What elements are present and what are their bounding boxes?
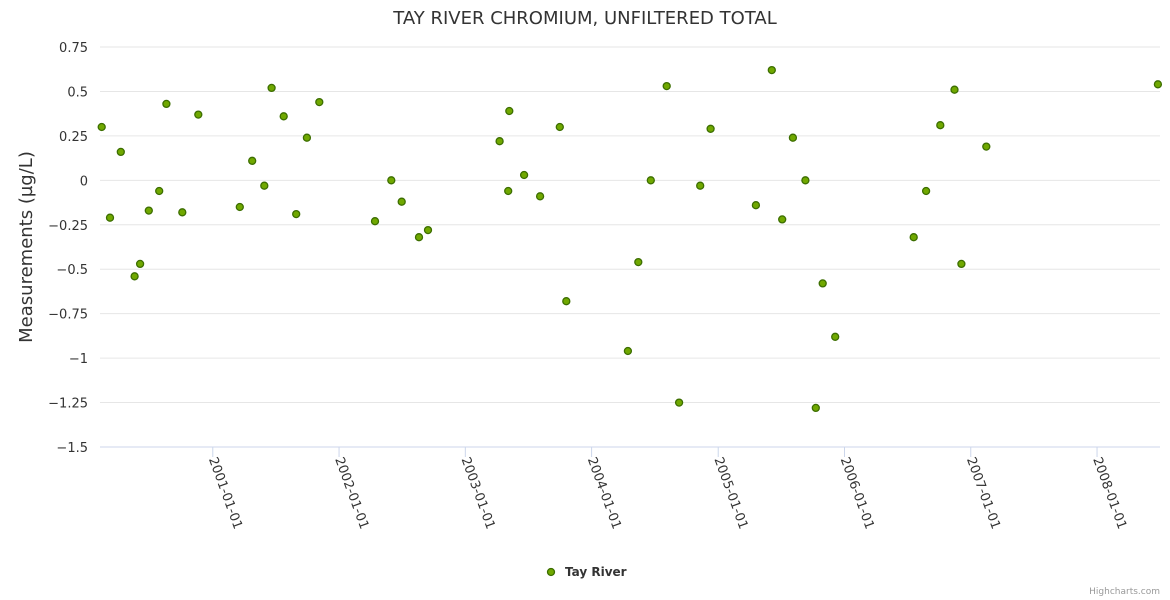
data-point[interactable] [706, 124, 715, 133]
y-tick-label: −0.25 [48, 219, 88, 234]
data-point[interactable] [818, 279, 827, 288]
data-point[interactable] [130, 272, 139, 281]
data-point[interactable] [555, 122, 564, 132]
data-point[interactable] [696, 181, 705, 190]
data-point[interactable] [248, 156, 257, 165]
data-point[interactable] [267, 83, 276, 93]
data-point[interactable] [767, 65, 776, 75]
data-point[interactable] [302, 133, 312, 142]
y-tick-label: −0.75 [48, 308, 88, 323]
y-axis-tick-labels: 0.75 0.5 0.25 0 −0.25 −0.5 −0.75 −1 −1.25 −1.5 [48, 41, 88, 456]
grid-lines [100, 46, 1160, 404]
data-point[interactable] [260, 181, 269, 190]
legend[interactable]: Tay River [546, 565, 627, 579]
y-tick-label: 0.5 [67, 85, 88, 100]
data-point[interactable] [662, 81, 671, 91]
data-point[interactable] [144, 206, 153, 215]
data-point[interactable] [162, 99, 171, 109]
data-point[interactable] [957, 259, 966, 269]
x-axis-ticks: 2001-01-01 2002-01-01 2003-01-01 2004-01-01… [205, 447, 1129, 531]
data-point[interactable] [519, 170, 529, 180]
data-point[interactable] [97, 122, 106, 132]
y-tick-label: −1.5 [56, 441, 88, 456]
data-point[interactable] [801, 176, 810, 185]
x-tick-label: 2007-01-01 [963, 455, 1003, 531]
x-tick-label: 2005-01-01 [710, 455, 750, 531]
data-point[interactable] [811, 403, 820, 413]
data-point[interactable] [315, 97, 324, 107]
data-point[interactable] [504, 186, 513, 196]
data-point[interactable] [751, 201, 761, 210]
data-point[interactable] [414, 233, 424, 242]
x-tick-label: 2006-01-01 [837, 455, 877, 531]
y-tick-label: −1 [69, 352, 88, 367]
data-point[interactable] [950, 85, 959, 94]
y-tick-label: 0.75 [59, 41, 88, 56]
data-point[interactable] [831, 332, 840, 341]
data-point[interactable] [105, 213, 115, 222]
x-tick-label: 2008-01-01 [1089, 455, 1129, 531]
data-point[interactable] [646, 176, 655, 185]
data-point[interactable] [370, 217, 380, 226]
data-point[interactable] [116, 147, 125, 157]
data-point[interactable] [1153, 80, 1163, 89]
y-tick-label: 0 [80, 174, 88, 189]
series-tay-river-points[interactable] [97, 65, 1163, 413]
chart-title: TAY RIVER CHROMIUM, UNFILTERED TOTAL [392, 8, 777, 29]
data-point[interactable] [155, 186, 164, 196]
data-point[interactable] [562, 297, 571, 306]
data-point[interactable] [535, 192, 545, 201]
y-tick-label: 0.25 [59, 130, 88, 145]
credits-link[interactable]: Highcharts.com [1089, 587, 1160, 597]
x-tick-label: 2002-01-01 [331, 455, 371, 531]
y-axis-title: Measurements (µg/L) [16, 151, 37, 343]
data-point[interactable] [387, 176, 396, 185]
data-point[interactable] [194, 110, 203, 119]
data-point[interactable] [982, 142, 991, 151]
x-tick-label: 2003-01-01 [458, 455, 498, 531]
data-point[interactable] [788, 133, 798, 142]
data-point[interactable] [909, 233, 918, 242]
data-point[interactable] [921, 186, 931, 196]
data-point[interactable] [292, 209, 301, 219]
data-point[interactable] [279, 112, 288, 121]
data-point[interactable] [135, 259, 145, 269]
x-tick-label: 2004-01-01 [584, 455, 624, 531]
data-point[interactable] [178, 208, 187, 217]
y-tick-label: −0.5 [56, 263, 88, 278]
data-point[interactable] [495, 137, 504, 146]
data-point[interactable] [505, 106, 514, 116]
legend-marker [546, 567, 556, 577]
x-tick-label: 2001-01-01 [205, 455, 245, 531]
legend-label-tay-river[interactable]: Tay River [565, 565, 627, 579]
data-point[interactable] [423, 225, 433, 235]
data-point[interactable] [634, 257, 643, 267]
data-point[interactable] [235, 202, 244, 212]
data-point[interactable] [674, 398, 684, 407]
y-tick-label: −1.25 [48, 397, 88, 412]
data-point[interactable] [623, 346, 633, 356]
data-point[interactable] [778, 215, 787, 224]
data-point[interactable] [397, 197, 406, 206]
data-point[interactable] [936, 121, 945, 130]
